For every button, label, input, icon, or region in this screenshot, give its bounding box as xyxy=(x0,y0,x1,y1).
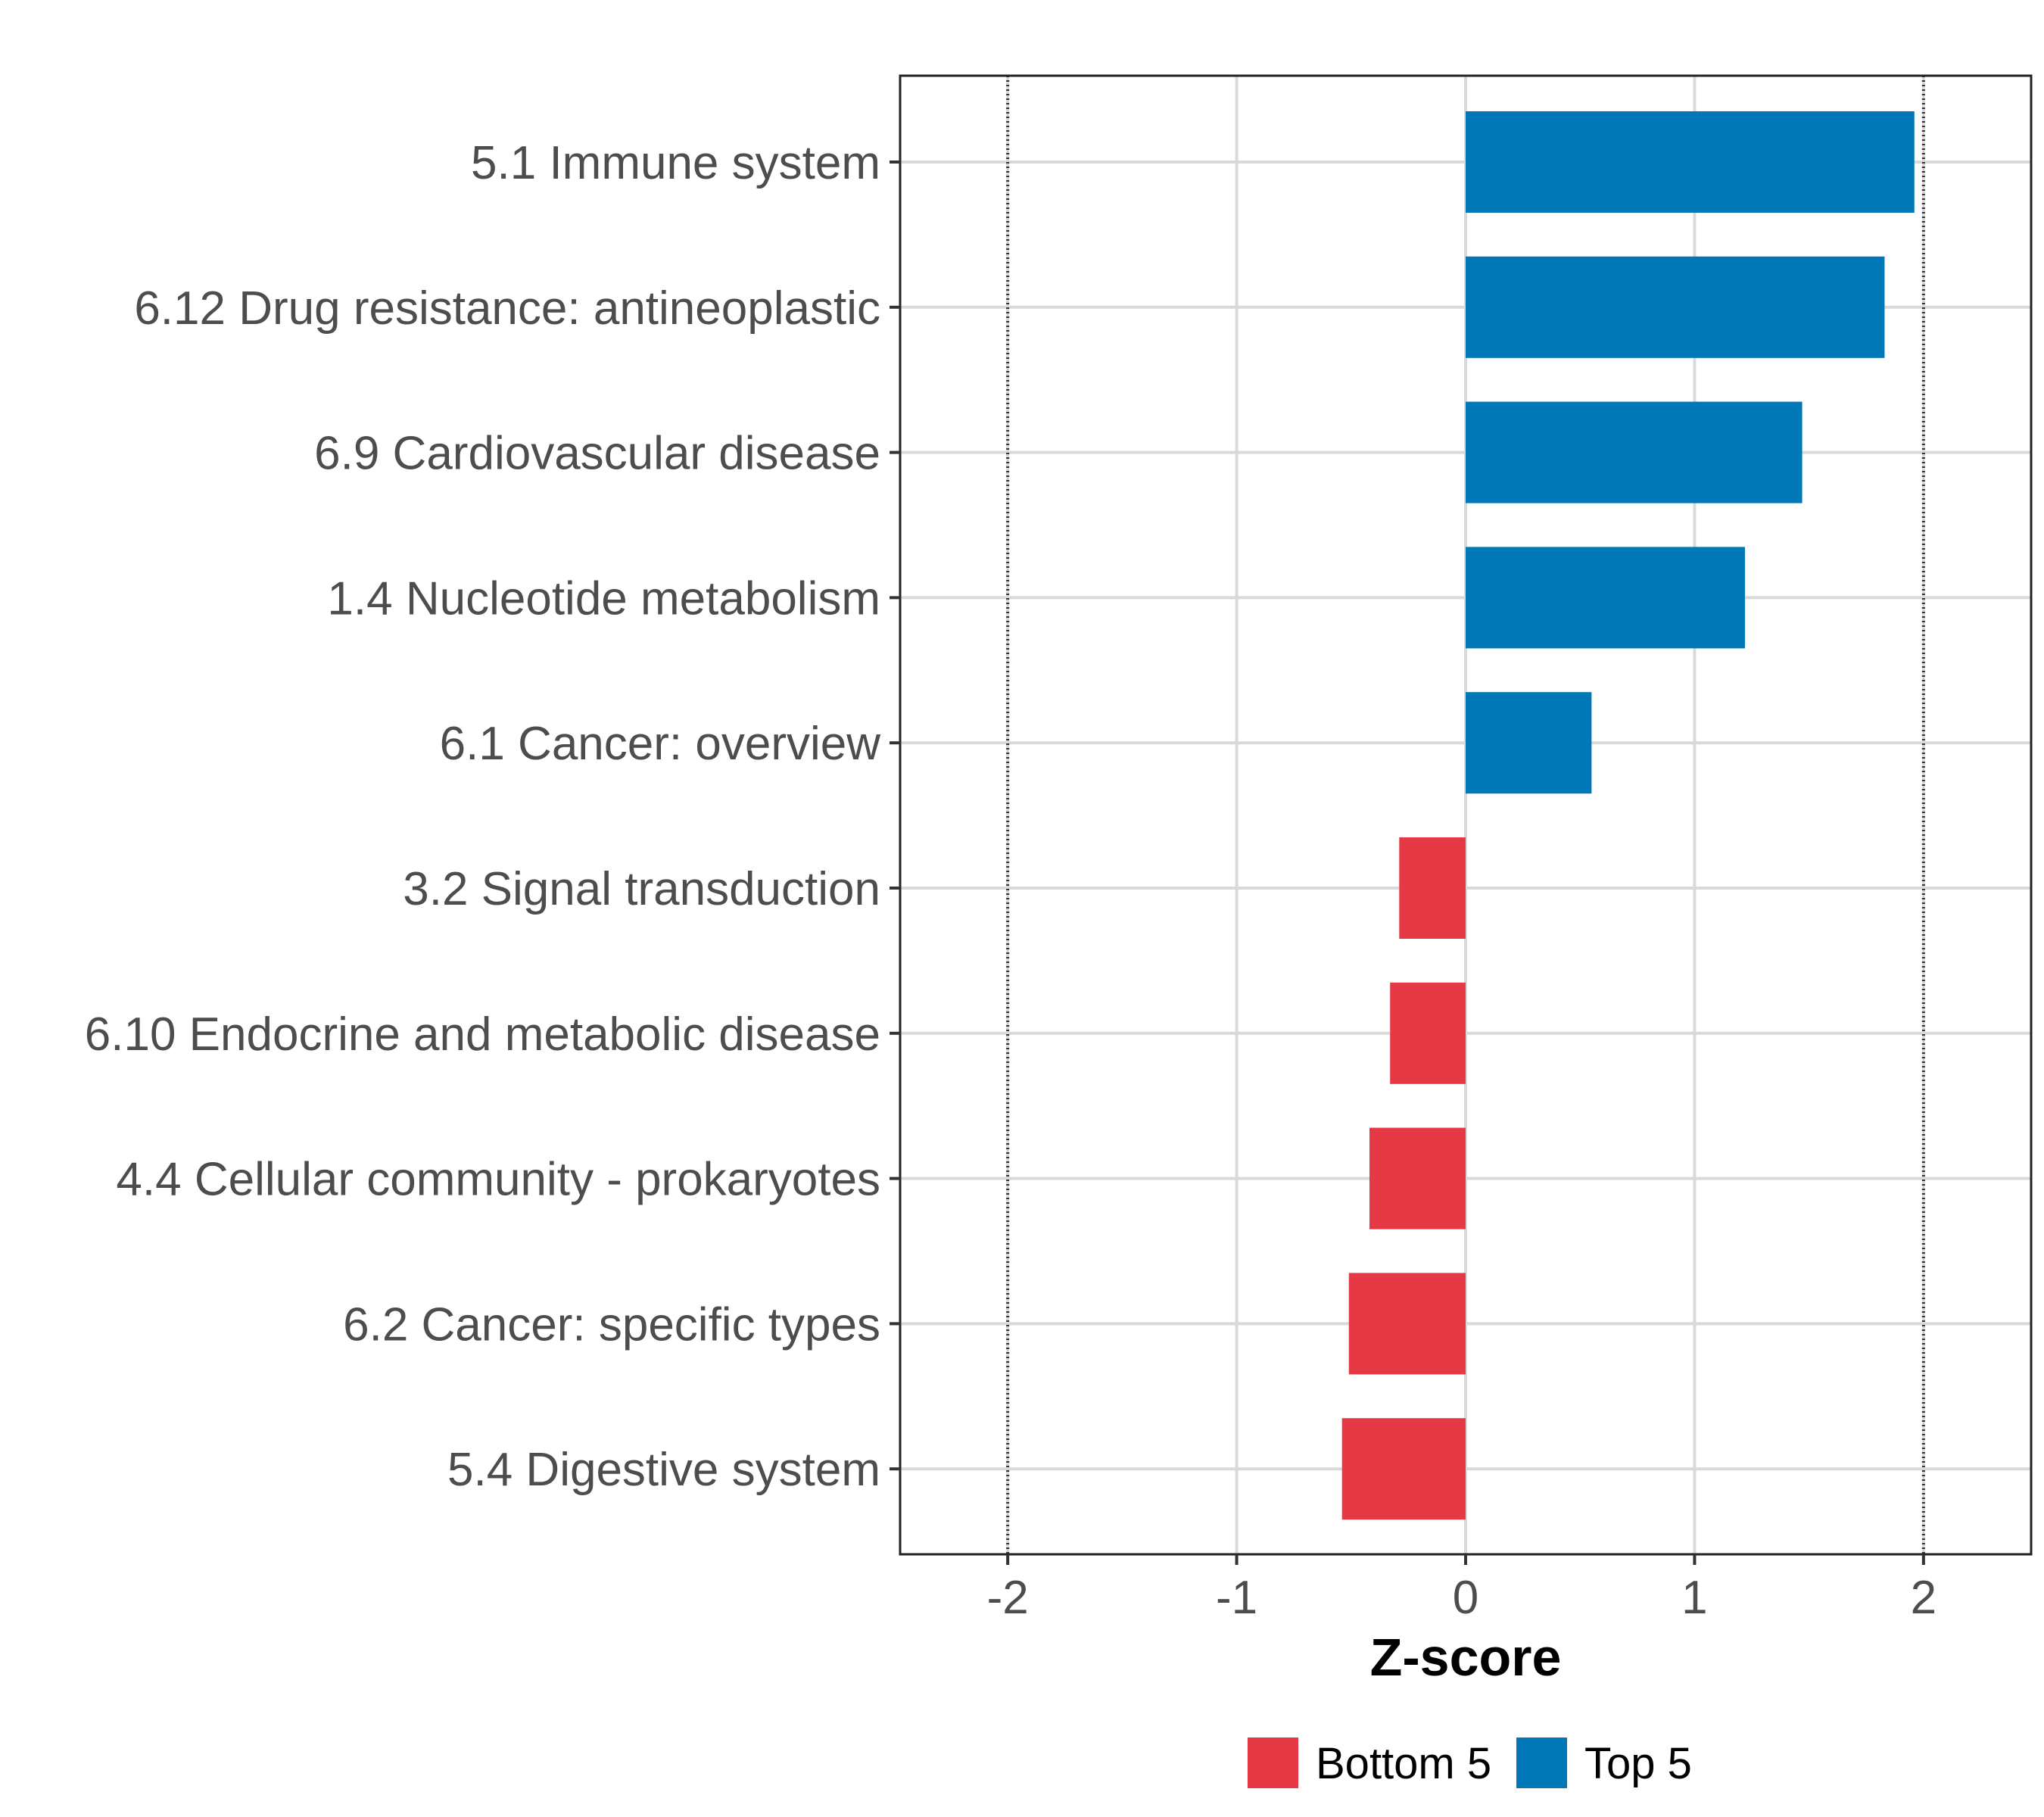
bar xyxy=(1399,837,1466,939)
x-tick-label: 2 xyxy=(1911,1572,1937,1624)
y-tick-label: 5.1 Immune system xyxy=(471,137,880,189)
y-tick-label: 5.4 Digestive system xyxy=(447,1444,880,1496)
legend-key xyxy=(1248,1738,1298,1788)
legend-label: Top 5 xyxy=(1584,1739,1692,1788)
x-tick-label: 1 xyxy=(1681,1572,1707,1624)
bar xyxy=(1369,1127,1466,1230)
x-axis-title: Z-score xyxy=(1370,1628,1562,1687)
bar xyxy=(1341,1418,1466,1520)
x-tick-label: -2 xyxy=(987,1572,1029,1624)
bar xyxy=(1390,982,1466,1084)
y-axis: 5.1 Immune system 6.12 Drug resistance: a… xyxy=(85,137,900,1496)
bar xyxy=(1348,1273,1466,1375)
x-tick-label: 0 xyxy=(1453,1572,1478,1624)
y-tick-label: 6.10 Endocrine and metabolic disease xyxy=(85,1008,880,1061)
legend: Bottom 5 Top 5 xyxy=(1248,1738,1692,1788)
bar xyxy=(1466,692,1592,794)
bar xyxy=(1466,547,1745,649)
y-tick-label: 6.9 Cardiovascular disease xyxy=(314,428,880,480)
x-tick-label: -1 xyxy=(1216,1572,1257,1624)
bar xyxy=(1466,111,1915,213)
x-axis: -2 -1 0 1 2 xyxy=(987,1554,1937,1624)
reference-lines xyxy=(1006,76,1925,1554)
y-tick-label: 1.4 Nucleotide metabolism xyxy=(327,572,880,625)
y-tick-label: 6.12 Drug resistance: antineoplastic xyxy=(134,282,880,335)
bar xyxy=(1466,256,1885,358)
legend-key xyxy=(1516,1738,1567,1788)
y-tick-label: 3.2 Signal transduction xyxy=(403,863,880,915)
legend-label: Bottom 5 xyxy=(1316,1739,1491,1788)
y-tick-label: 4.4 Cellular community - prokaryotes xyxy=(116,1154,880,1206)
bars xyxy=(1341,111,1915,1520)
y-tick-label: 6.1 Cancer: overview xyxy=(440,718,881,770)
y-tick-label: 6.2 Cancer: specific types xyxy=(343,1298,880,1351)
bar xyxy=(1466,401,1803,503)
